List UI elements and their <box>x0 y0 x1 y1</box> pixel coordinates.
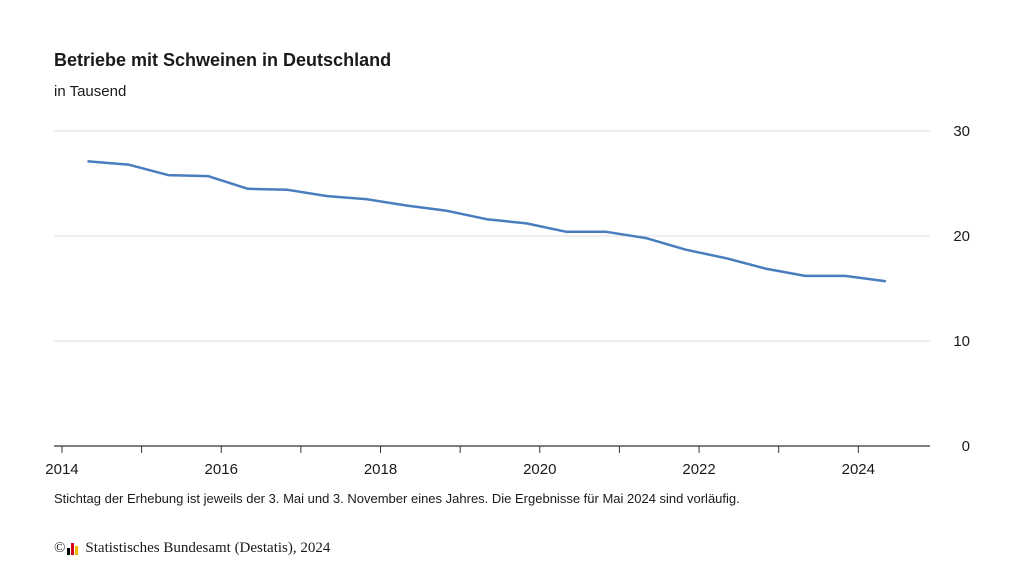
source-text: Statistisches Bundesamt (Destatis), 2024 <box>85 540 331 556</box>
x-tick-label: 2022 <box>682 461 715 478</box>
x-tick-label: 2016 <box>205 461 238 478</box>
logo-bar <box>67 547 71 555</box>
data-point[interactable] <box>364 196 370 202</box>
series-layer <box>86 158 888 284</box>
data-point[interactable] <box>324 193 330 199</box>
data-point[interactable] <box>723 255 729 261</box>
data-point[interactable] <box>603 229 609 235</box>
y-tick-label: 0 <box>962 438 970 455</box>
x-axis: 2014 2016 2018 2020 2022 2024 <box>45 445 930 478</box>
data-point[interactable] <box>643 235 649 241</box>
data-point[interactable] <box>444 208 450 214</box>
copyright-symbol: © <box>54 540 66 556</box>
y-axis-labels: 0 10 20 30 <box>953 123 970 455</box>
logo-bar <box>75 545 79 555</box>
series-line-0 <box>87 160 887 283</box>
data-point[interactable] <box>563 229 569 235</box>
data-point[interactable] <box>524 220 530 226</box>
data-point[interactable] <box>86 158 92 164</box>
data-point[interactable] <box>165 172 171 178</box>
x-tick-label: 2014 <box>45 461 78 478</box>
data-point[interactable] <box>285 187 291 193</box>
gridlines <box>54 130 930 342</box>
x-tick-label: 2020 <box>523 461 556 478</box>
data-point[interactable] <box>484 216 490 222</box>
data-point[interactable] <box>125 162 131 168</box>
chart-subtitle: in Tausend <box>54 83 127 100</box>
data-point[interactable] <box>404 203 410 209</box>
y-tick-label: 20 <box>953 228 970 245</box>
data-point[interactable] <box>882 278 888 284</box>
source-line: © Statistisches Bundesamt (Destatis), 20… <box>54 540 330 557</box>
x-tick-label: 2018 <box>364 461 397 478</box>
destatis-logo-icon <box>67 542 81 555</box>
chart-title: Betriebe mit Schweinen in Deutschland <box>54 50 392 70</box>
data-point[interactable] <box>762 266 768 272</box>
data-point[interactable] <box>245 186 251 192</box>
data-point[interactable] <box>842 273 848 279</box>
data-point[interactable] <box>205 173 211 179</box>
line-chart: 2014 2016 2018 2020 2022 2024 0 10 20 30 <box>45 123 970 478</box>
y-tick-label: 30 <box>953 123 970 140</box>
x-tick-label: 2024 <box>842 461 875 478</box>
logo-bar <box>71 542 75 555</box>
data-point[interactable] <box>802 273 808 279</box>
data-point[interactable] <box>683 247 689 253</box>
footnote: Stichtag der Erhebung ist jeweils der 3.… <box>54 491 740 506</box>
y-tick-label: 10 <box>953 333 970 350</box>
